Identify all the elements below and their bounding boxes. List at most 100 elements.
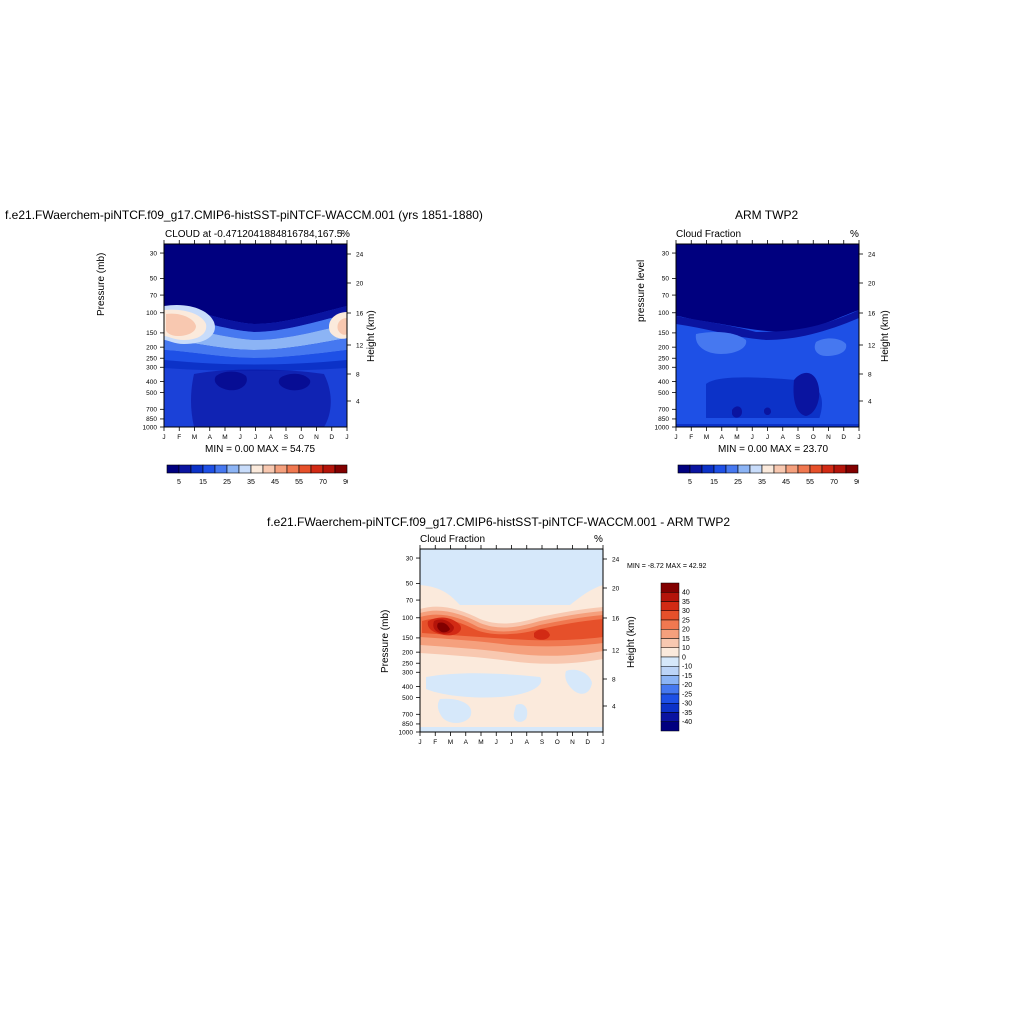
obs-y-tick-label: 30: [662, 250, 670, 257]
diff-colorbar: 40 35 30 25 20 15 10 0 -10 -15 -20 -25 -30 -35 -40: [660, 582, 692, 732]
model-y-right-tick-label: 24: [356, 251, 364, 258]
obs-colorbar-swatch: [833, 464, 847, 474]
model-y-tick-label: 250: [146, 356, 157, 363]
model-colorbar-swatch: [334, 464, 348, 474]
obs-contour-plot: J F M A M J J A S O N D J 30 50 70 100 150 200 250 300 400 500…: [655, 240, 876, 441]
obs-left-title: Cloud Fraction: [676, 229, 742, 240]
model-y-tick-label: 850: [146, 416, 157, 423]
model-colorbar-swatch: [202, 464, 216, 474]
model-axis-ticks: J F M A M J J A S O N D J 30 50 70 100 150 200 250 300 400 500…: [143, 240, 364, 441]
obs-x-tick-label: D: [841, 434, 846, 441]
model-colorbar-label: 25: [223, 479, 231, 486]
obs-y-tick-label: 150: [658, 330, 669, 337]
model-colorbar-label: 90: [343, 479, 348, 486]
model-colorbar-label: 35: [247, 479, 255, 486]
obs-colorbar-label: 70: [830, 479, 838, 486]
model-y-tick-label: 30: [150, 250, 158, 257]
model-x-tick-label: A: [208, 434, 213, 441]
obs-y-right-tick-label: 4: [868, 398, 872, 405]
model-y-right-label: Height (km): [366, 310, 377, 362]
obs-y-tick-label: 100: [658, 310, 669, 317]
model-colorbar-label: 70: [319, 479, 327, 486]
model-colorbar-swatch: [274, 464, 288, 474]
diff-x-tick-label: F: [433, 739, 437, 746]
model-y-tick-label: 500: [146, 390, 157, 397]
obs-colorbar-swatch: [713, 464, 727, 474]
obs-y-right-tick-label: 12: [868, 342, 876, 349]
model-y-tick-label: 400: [146, 379, 157, 386]
diff-y-tick-label: 1000: [399, 729, 414, 736]
obs-colorbar-swatch: [821, 464, 835, 474]
diff-y-tick-label: 500: [402, 695, 413, 702]
model-x-tick-label: O: [299, 434, 304, 441]
obs-colorbar-label: 45: [782, 479, 790, 486]
model-x-tick-label: F: [177, 434, 181, 441]
obs-x-tick-label: A: [781, 434, 786, 441]
diff-y-tick-label: 100: [402, 615, 413, 622]
diff-y-right-tick-label: 8: [612, 676, 616, 683]
obs-y-right-tick-label: 20: [868, 280, 876, 287]
diff-y-right-tick-label: 16: [612, 615, 620, 622]
obs-y-tick-label: 850: [658, 416, 669, 423]
diff-y-right-tick-label: 24: [612, 556, 620, 563]
obs-colorbar-label: 25: [734, 479, 742, 486]
obs-colorbar-label: 15: [710, 479, 718, 486]
obs-colorbar-swatch: [809, 464, 823, 474]
model-colorbar-swatch: [262, 464, 276, 474]
obs-x-tick-label: O: [811, 434, 816, 441]
diff-axis-ticks: J F M A M J J A S O N D J 30 50 70 100 150 200 250 300 400 500…: [399, 545, 620, 746]
model-colorbar-label: 15: [199, 479, 207, 486]
model-colorbar-swatch: [310, 464, 324, 474]
diff-x-tick-label: J: [510, 739, 513, 746]
diff-contour-plot: J F M A M J J A S O N D J 30 50 70 100 150 200 250 300 400 500…: [399, 545, 620, 746]
diff-y-tick-label: 50: [406, 581, 414, 588]
model-left-title: CLOUD at -0.4712041884816784,167.5: [165, 229, 343, 240]
diff-colorbar-swatch: [660, 582, 680, 593]
obs-colorbar-label: 90: [854, 479, 859, 486]
diff-colorbar-label: 40: [682, 590, 690, 597]
obs-y-tick-label: 250: [658, 356, 669, 363]
obs-x-tick-label: N: [826, 434, 831, 441]
model-colorbar-swatch: [190, 464, 204, 474]
model-x-tick-label: N: [314, 434, 319, 441]
model-main-title: f.e21.FWaerchem-piNTCF.f09_g17.CMIP6-his…: [5, 208, 483, 222]
obs-colorbar-label: 35: [758, 479, 766, 486]
obs-y-tick-label: 50: [662, 276, 670, 283]
diff-x-tick-label: N: [570, 739, 575, 746]
diff-y-tick-label: 850: [402, 721, 413, 728]
diff-y-right-tick-label: 4: [612, 703, 616, 710]
diff-colorbar-label: -25: [682, 691, 692, 698]
obs-x-tick-label: M: [704, 434, 709, 441]
obs-y-tick-label: 70: [662, 292, 670, 299]
diff-y-tick-label: 400: [402, 684, 413, 691]
obs-y-right-tick-label: 16: [868, 310, 876, 317]
diff-colorbar-swatch: [660, 712, 680, 722]
diff-colorbar-label: 15: [682, 636, 690, 643]
diff-minmax: MIN = -8.72 MAX = 42.92: [627, 563, 707, 570]
diff-y-tick-label: 300: [402, 670, 413, 677]
obs-x-tick-label: J: [751, 434, 754, 441]
diff-colorbar-swatch: [660, 666, 680, 676]
diff-colorbar-label: -30: [682, 701, 692, 708]
obs-colorbar-swatch: [785, 464, 799, 474]
obs-x-tick-label: M: [734, 434, 739, 441]
diff-colorbar-label: -15: [682, 673, 692, 680]
model-y-right-tick-label: 8: [356, 371, 360, 378]
diff-colorbar-swatch: [660, 638, 680, 648]
obs-x-tick-label: A: [720, 434, 725, 441]
diff-colorbar-swatch: [660, 629, 680, 639]
obs-colorbar-swatch: [845, 464, 859, 474]
diff-colorbar-swatch: [660, 703, 680, 713]
obs-colorbar-swatch: [677, 464, 691, 474]
obs-y-tick-label: 200: [658, 344, 669, 351]
obs-right-title: %: [850, 229, 859, 240]
model-colorbar: 5 15 25 35 45 55 70 90: [166, 464, 348, 486]
obs-axis-ticks: J F M A M J J A S O N D J 30 50 70 100 150 200 250 300 400 500…: [655, 240, 876, 441]
diff-y-tick-label: 70: [406, 597, 414, 604]
diff-colorbar-swatch: [660, 693, 680, 704]
diff-x-tick-label: A: [464, 739, 469, 746]
obs-y-tick-label: 500: [658, 390, 669, 397]
obs-colorbar-swatch: [749, 464, 763, 474]
model-x-tick-label: M: [192, 434, 197, 441]
diff-colorbar-swatch: [660, 601, 680, 611]
